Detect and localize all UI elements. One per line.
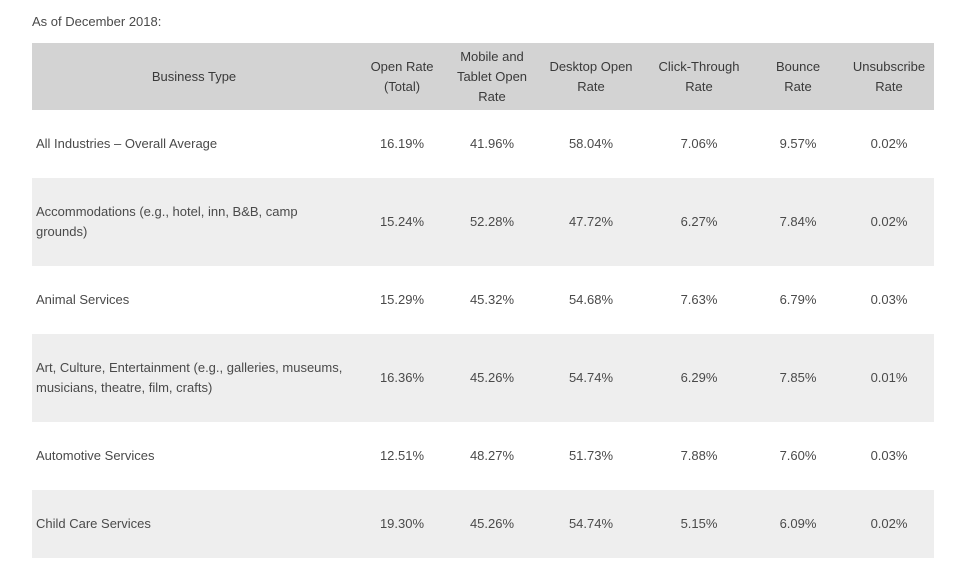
- table-row: Accommodations (e.g., hotel, inn, B&B, c…: [32, 178, 934, 266]
- click-through-rate-cell: 7.06%: [680, 136, 718, 151]
- business-type-cell: Child Care Services: [36, 516, 151, 531]
- unsubscribe-rate-cell: 0.02%: [870, 136, 908, 151]
- business-type-cell: Accommodations (e.g., hotel, inn, B&B, c…: [36, 204, 298, 239]
- click-through-rate-cell: 7.63%: [680, 292, 718, 307]
- header-bounce-rate: Bounce Rate: [775, 58, 821, 94]
- desktop-open-rate-cell: 51.73%: [568, 448, 614, 463]
- table-row: All Industries – Overall Average 16.19% …: [32, 110, 934, 178]
- open-rate-cell: 16.19%: [379, 136, 425, 151]
- bounce-rate-cell: 7.60%: [779, 448, 817, 463]
- unsubscribe-rate-cell: 0.01%: [870, 370, 908, 385]
- table-row: Automotive Services 12.51% 48.27% 51.73%…: [32, 422, 934, 490]
- desktop-open-rate-cell: 54.74%: [568, 516, 614, 531]
- click-through-rate-cell: 6.27%: [680, 214, 718, 229]
- bounce-rate-cell: 7.85%: [779, 370, 817, 385]
- open-rate-cell: 12.51%: [379, 448, 425, 463]
- click-through-rate-cell: 6.29%: [680, 370, 718, 385]
- open-rate-cell: 15.29%: [379, 292, 425, 307]
- unsubscribe-rate-cell: 0.02%: [870, 214, 908, 229]
- header-mobile-tablet-open-rate: Mobile and Tablet Open Rate: [456, 48, 528, 104]
- bounce-rate-cell: 6.09%: [779, 516, 817, 531]
- table-row: Art, Culture, Entertainment (e.g., galle…: [32, 334, 934, 422]
- mobile-open-rate-cell: 45.32%: [469, 292, 515, 307]
- unsubscribe-rate-cell: 0.02%: [870, 516, 908, 531]
- email-benchmarks-table: Business Type Open Rate (Total) Mobile a…: [32, 43, 934, 558]
- bounce-rate-cell: 6.79%: [779, 292, 817, 307]
- business-type-cell: Automotive Services: [36, 448, 155, 463]
- open-rate-cell: 16.36%: [379, 370, 425, 385]
- header-business-type: Business Type: [151, 68, 237, 84]
- click-through-rate-cell: 5.15%: [680, 516, 718, 531]
- header-row: Business Type Open Rate (Total) Mobile a…: [32, 43, 934, 110]
- business-type-cell: Art, Culture, Entertainment (e.g., galle…: [36, 360, 343, 395]
- mobile-open-rate-cell: 45.26%: [469, 370, 515, 385]
- header-unsubscribe-rate: Unsubscribe Rate: [852, 58, 926, 94]
- click-through-rate-cell: 7.88%: [680, 448, 718, 463]
- table-caption: As of December 2018:: [32, 14, 162, 29]
- desktop-open-rate-cell: 54.68%: [568, 292, 614, 307]
- table-row: Child Care Services 19.30% 45.26% 54.74%…: [32, 490, 934, 558]
- mobile-open-rate-cell: 45.26%: [469, 516, 515, 531]
- mobile-open-rate-cell: 52.28%: [469, 214, 515, 229]
- unsubscribe-rate-cell: 0.03%: [870, 448, 908, 463]
- table-row: Animal Services 15.29% 45.32% 54.68% 7.6…: [32, 266, 934, 334]
- open-rate-cell: 19.30%: [379, 516, 425, 531]
- open-rate-cell: 15.24%: [379, 214, 425, 229]
- desktop-open-rate-cell: 58.04%: [568, 136, 614, 151]
- bounce-rate-cell: 9.57%: [779, 136, 817, 151]
- header-desktop-open-rate: Desktop Open Rate: [549, 58, 633, 94]
- business-type-cell: Animal Services: [36, 292, 130, 307]
- header-click-through-rate: Click-Through Rate: [658, 58, 740, 94]
- desktop-open-rate-cell: 54.74%: [568, 370, 614, 385]
- bounce-rate-cell: 7.84%: [779, 214, 817, 229]
- unsubscribe-rate-cell: 0.03%: [870, 292, 908, 307]
- mobile-open-rate-cell: 41.96%: [469, 136, 515, 151]
- business-type-cell: All Industries – Overall Average: [36, 136, 218, 151]
- header-open-rate-total: Open Rate (Total): [370, 58, 434, 94]
- desktop-open-rate-cell: 47.72%: [568, 214, 614, 229]
- mobile-open-rate-cell: 48.27%: [469, 448, 515, 463]
